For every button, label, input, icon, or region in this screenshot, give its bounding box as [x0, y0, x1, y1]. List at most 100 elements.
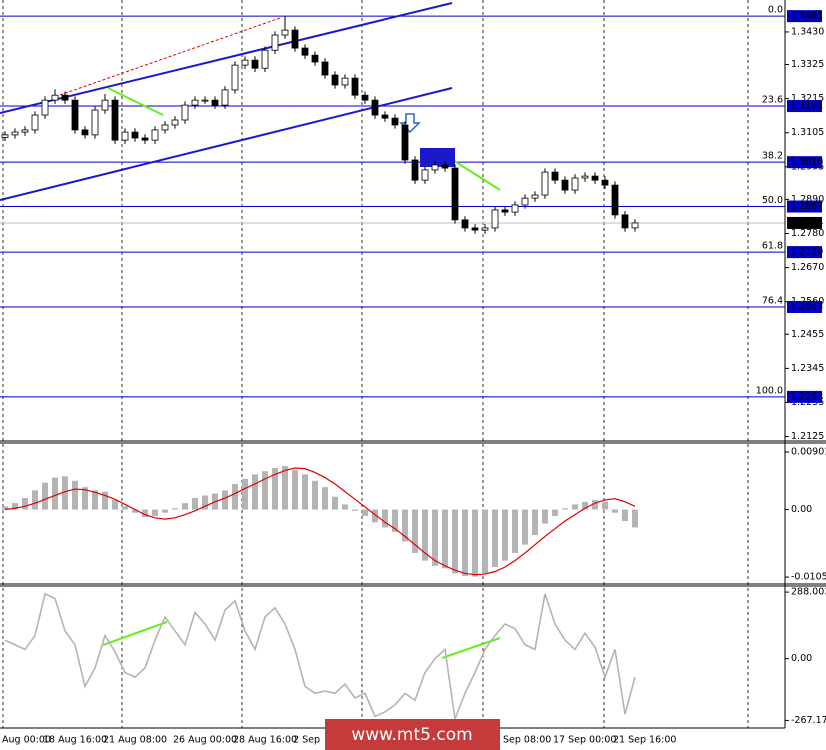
y-tick-label: 1.3430 — [791, 26, 824, 37]
x-tick-label: Aug 00:00 — [2, 735, 51, 746]
candle-body — [131, 131, 139, 139]
histogram-bar — [322, 487, 328, 510]
x-tick-label: 21 Aug 08:00 — [103, 735, 167, 746]
fib-ratio-label: 76.4 — [762, 295, 783, 306]
histogram-bar — [502, 509, 508, 561]
candle-body — [481, 227, 489, 231]
candle-body — [291, 29, 299, 49]
histogram-bar — [472, 509, 478, 577]
candle-body — [501, 209, 509, 213]
candle-body — [81, 129, 89, 136]
fib-price-label: 1.3481 — [790, 11, 823, 22]
histogram-bar — [92, 490, 98, 510]
histogram-bar — [582, 501, 588, 510]
histogram-bar — [142, 509, 148, 518]
candle-body — [261, 49, 269, 69]
histogram-bar — [562, 508, 568, 510]
y-tick-label: 1.2890 — [791, 194, 824, 205]
histogram-bar — [602, 501, 608, 510]
watermark-box — [325, 719, 500, 750]
histogram-bar — [182, 503, 188, 510]
histogram-bar — [392, 509, 398, 532]
x-tick-label: 17 Sep 00:00 — [553, 735, 616, 746]
fib-price-label: 1.2253 — [790, 391, 823, 402]
candle-body — [31, 114, 39, 131]
price-box — [787, 100, 822, 113]
candle-body — [111, 99, 119, 141]
candle-body — [411, 159, 419, 181]
y-tick-label: 288.0038 — [791, 587, 826, 598]
y-tick-label: 1.3105 — [791, 127, 824, 138]
histogram-bar — [442, 509, 448, 569]
y-tick-label: -0.01057 — [791, 572, 826, 583]
candle-body — [171, 119, 179, 126]
histogram-bar — [72, 480, 78, 510]
time-grid — [2, 0, 749, 728]
histogram-bar — [592, 499, 598, 510]
candle-body — [561, 179, 569, 191]
candle-body — [601, 179, 609, 186]
fib-ratio-label: 50.0 — [762, 195, 783, 206]
histogram-bar — [372, 509, 378, 523]
candle-body — [571, 177, 579, 191]
histogram-bar — [342, 504, 348, 510]
histogram-bar — [242, 478, 248, 510]
candle-body — [71, 99, 79, 131]
candle-body — [381, 114, 389, 119]
candle-body — [241, 59, 249, 66]
histogram-bar — [12, 503, 18, 510]
histogram-bar — [112, 499, 118, 510]
candle-body — [91, 109, 99, 136]
histogram-bar — [222, 490, 228, 510]
candle-body — [451, 167, 459, 221]
candle-body — [471, 227, 479, 231]
histogram-bar — [612, 509, 618, 513]
histogram-bar — [292, 469, 298, 510]
histogram-bar — [162, 509, 168, 513]
y-tick-label: 0.00 — [791, 504, 812, 515]
y-tick-label: 1.2455 — [791, 329, 824, 340]
candle-body — [401, 124, 409, 161]
candle-body — [391, 117, 399, 126]
histogram-bar — [152, 509, 158, 516]
y-tick-label: 1.2125 — [791, 431, 824, 442]
fib-ratio-label: 0.0 — [768, 5, 783, 16]
histogram-bar — [302, 474, 308, 510]
candle-body — [321, 61, 329, 76]
fib-ratio-label: 23.6 — [762, 95, 783, 106]
signal-zone — [420, 148, 455, 167]
candle-body — [621, 214, 629, 229]
histogram-bar — [312, 480, 318, 510]
plot — [1, 16, 789, 722]
signal-line — [4, 467, 636, 576]
candle-body — [211, 99, 219, 106]
candle-body — [591, 175, 599, 181]
candle-body — [431, 164, 439, 171]
fib-price-label: 1.3010 — [790, 157, 823, 168]
histogram-bar — [252, 474, 258, 510]
histogram-bar — [332, 496, 338, 510]
histogram-bar — [2, 506, 8, 510]
candle-body — [161, 124, 169, 131]
x-tick-label: 21 Sep 16:00 — [613, 735, 676, 746]
y-tick-label: -267.170 — [791, 715, 826, 726]
price-box — [787, 10, 822, 23]
candle-body — [371, 99, 379, 116]
histogram-bar — [32, 490, 38, 510]
histogram-bar — [632, 509, 638, 528]
labels: 1.34301.33251.32151.31051.29951.28901.27… — [2, 5, 826, 746]
candle-body — [121, 131, 129, 141]
histogram-bar — [262, 471, 268, 510]
candle-body — [341, 77, 349, 86]
histogram-bar — [622, 509, 628, 522]
candle-body — [201, 99, 209, 102]
candle-body — [331, 74, 339, 86]
current-price-label: 1.2814 — [790, 217, 823, 228]
watermark: www.mt5.com — [351, 725, 472, 745]
candle-body — [151, 129, 159, 141]
candle-body — [491, 209, 499, 229]
candle-body — [191, 99, 199, 106]
price-box — [787, 216, 822, 229]
histogram-bar — [282, 466, 288, 510]
